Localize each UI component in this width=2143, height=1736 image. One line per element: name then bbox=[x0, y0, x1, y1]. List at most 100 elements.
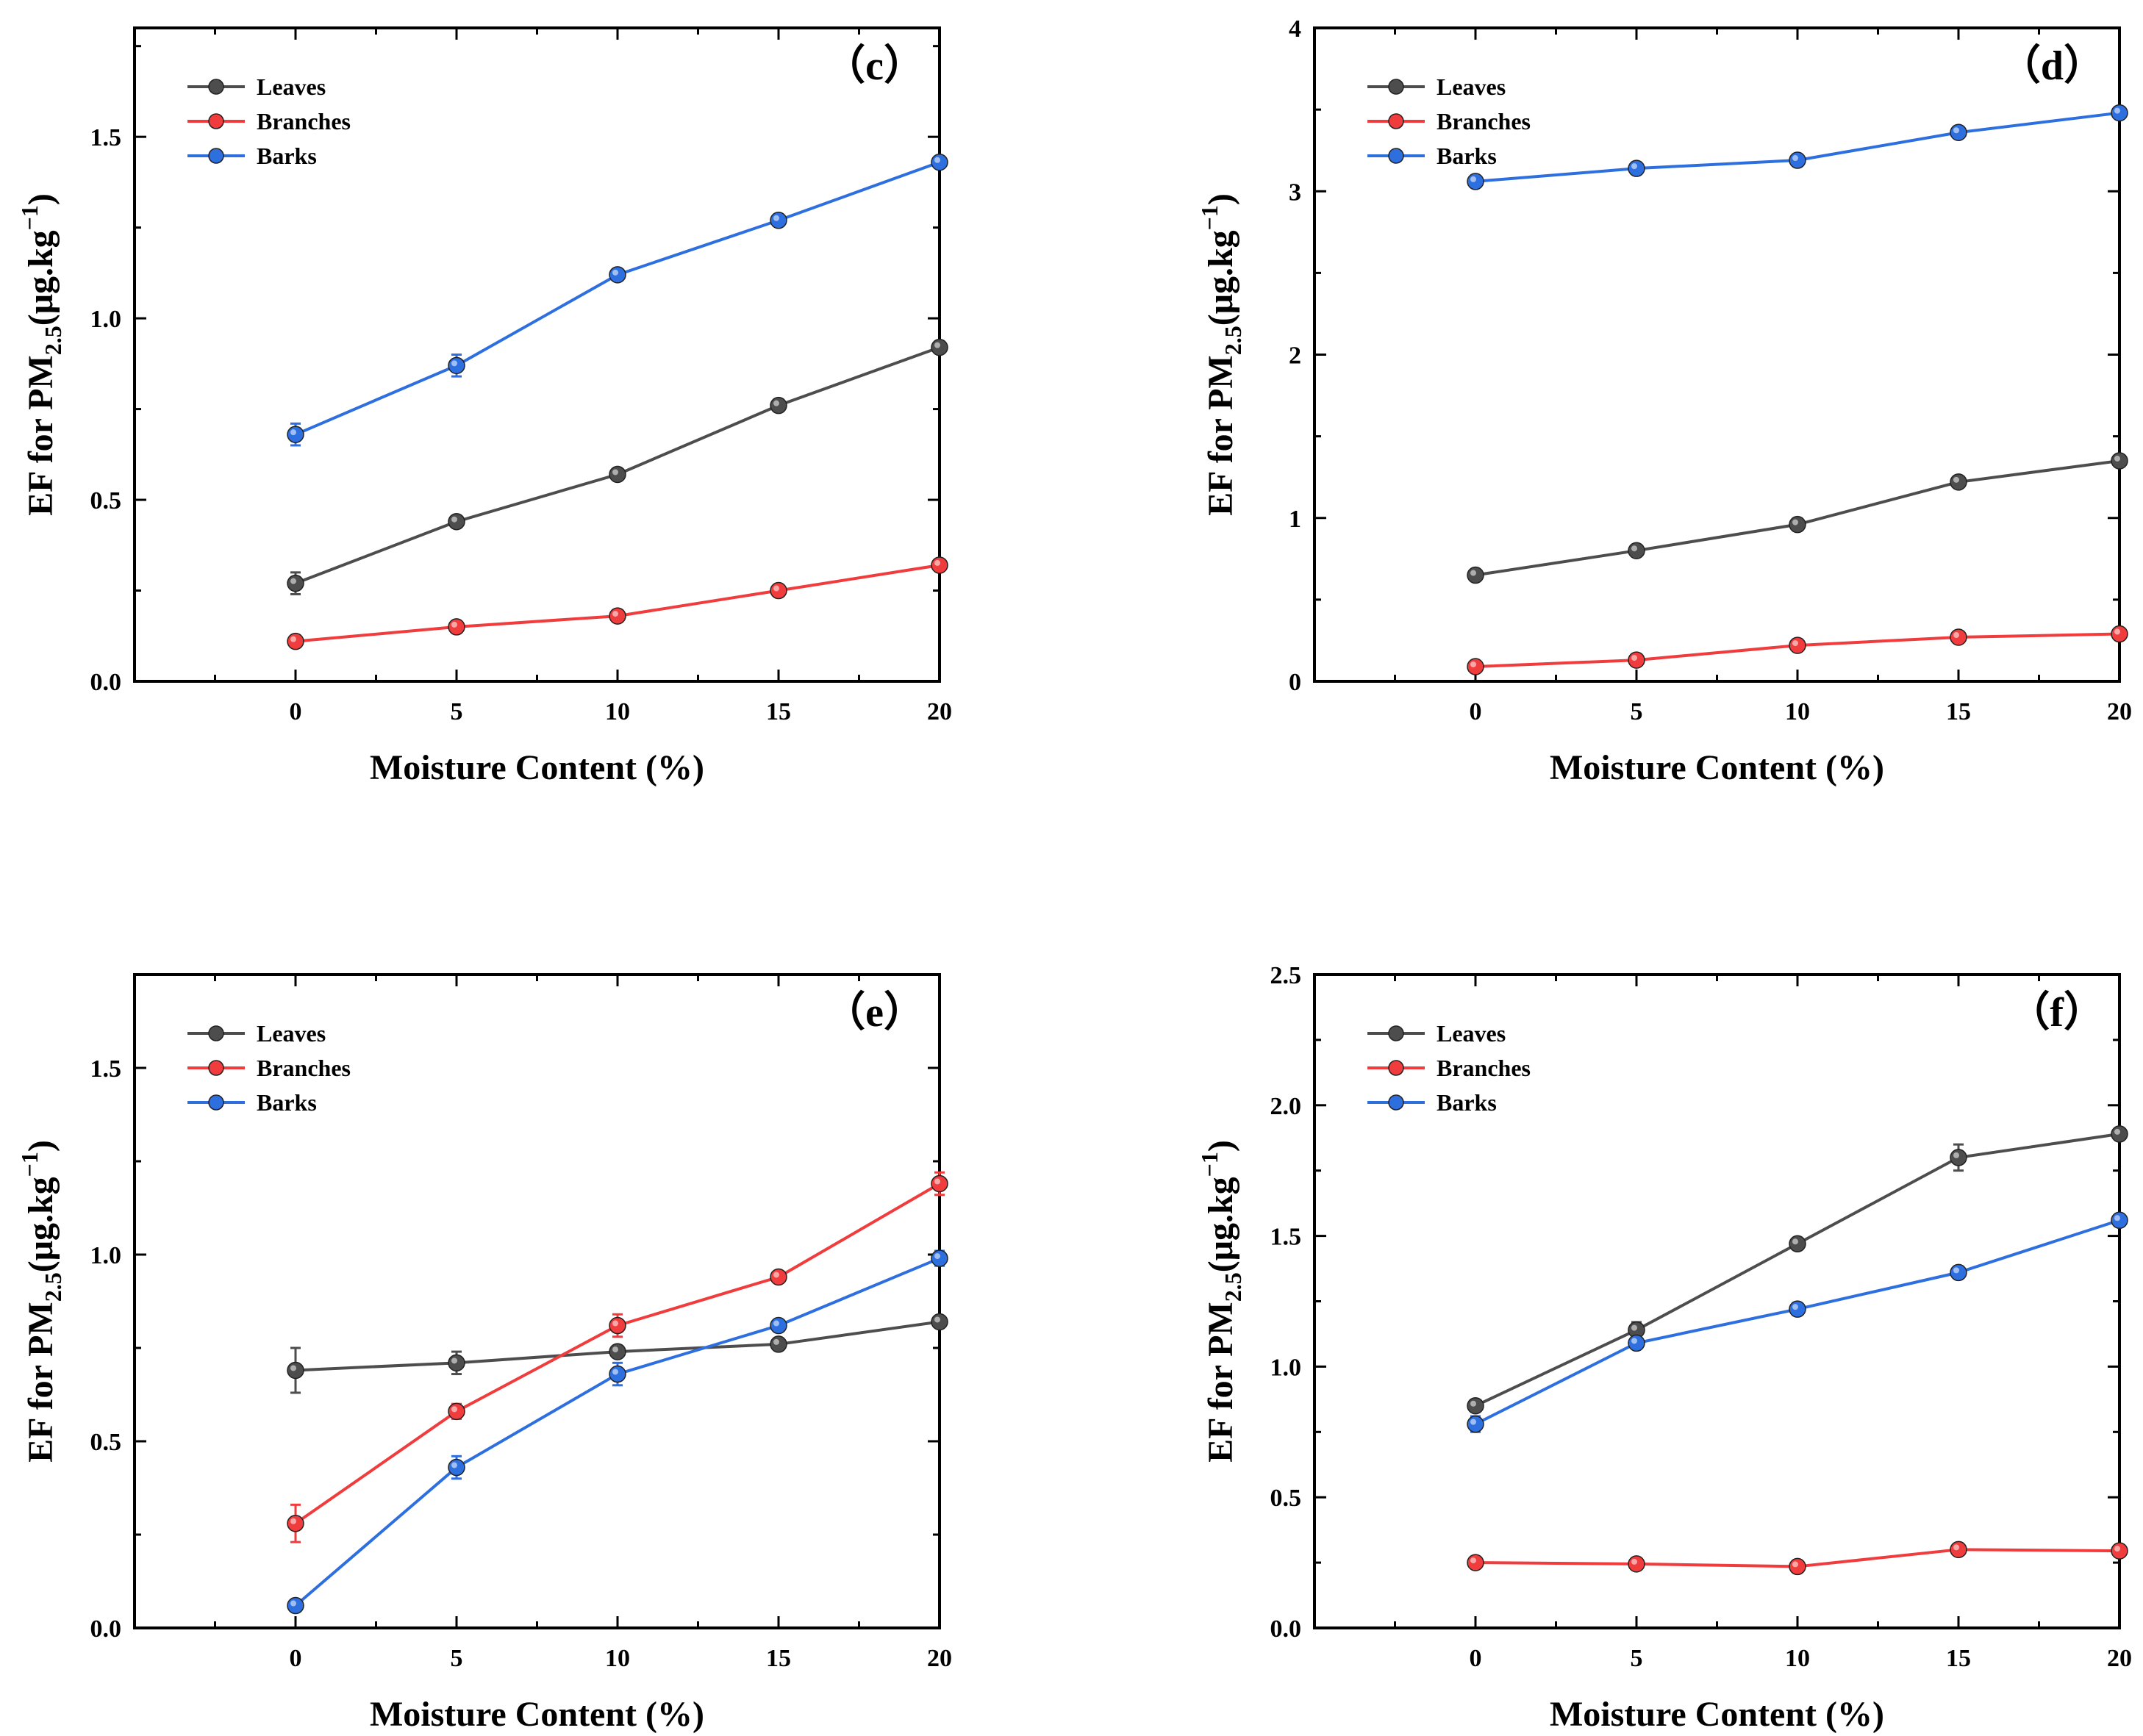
series-leaves bbox=[287, 338, 948, 595]
series-line bbox=[294, 1257, 940, 1607]
series-barks bbox=[1467, 1211, 2128, 1433]
x-tick-label: 15 bbox=[1946, 698, 1971, 725]
data-point bbox=[448, 356, 465, 375]
x-tick-label: 5 bbox=[451, 1645, 463, 1672]
data-point bbox=[931, 1313, 948, 1331]
series-barks bbox=[1467, 104, 2128, 190]
data-point-highlight bbox=[1792, 640, 1798, 647]
data-point-highlight bbox=[612, 1346, 618, 1353]
data-point-highlight bbox=[773, 1338, 779, 1345]
data-point bbox=[770, 1335, 787, 1353]
legend-marker bbox=[1388, 1060, 1404, 1076]
data-point bbox=[609, 465, 626, 484]
series-branches bbox=[287, 1171, 948, 1543]
data-point-highlight bbox=[1953, 1152, 1959, 1158]
y-tick-label: 0.0 bbox=[90, 1615, 122, 1643]
legend-label: Leaves bbox=[1437, 1020, 1506, 1047]
data-point-highlight bbox=[451, 516, 457, 523]
data-point-highlight bbox=[451, 1406, 457, 1413]
data-point bbox=[770, 1316, 787, 1335]
data-point-highlight bbox=[2114, 107, 2120, 114]
data-point-highlight bbox=[1470, 1557, 1476, 1564]
y-tick-label: 0.5 bbox=[1270, 1485, 1302, 1512]
x-tick-label: 10 bbox=[605, 698, 630, 725]
legend: Leaves Branches Barks bbox=[187, 73, 351, 169]
legend-label: Barks bbox=[1437, 143, 1497, 169]
plot-frame bbox=[1313, 973, 2121, 1629]
data-point bbox=[1467, 1396, 1484, 1415]
series-barks bbox=[287, 153, 948, 447]
x-axis-title: Moisture Content (%) bbox=[1550, 748, 1884, 787]
data-point-highlight bbox=[1470, 1418, 1476, 1425]
y-tick-label: 0.0 bbox=[90, 669, 122, 696]
data-point-highlight bbox=[1953, 1267, 1959, 1274]
data-point-highlight bbox=[1470, 661, 1476, 667]
y-axis-title: EF for PM2.5(μg.kg−1) bbox=[16, 1140, 66, 1463]
data-point-highlight bbox=[1631, 1338, 1637, 1344]
data-point bbox=[1789, 1557, 1806, 1576]
data-point-highlight bbox=[934, 342, 940, 348]
panel-label: （c） bbox=[824, 43, 925, 89]
legend-marker bbox=[208, 148, 224, 164]
data-point-highlight bbox=[773, 585, 779, 592]
chart-panel-d: 0 1 2 3 4 0 5 10 15 20 Moisture Content (%) EF for … bbox=[1196, 15, 2132, 787]
data-point bbox=[1628, 1555, 1645, 1573]
data-point bbox=[770, 212, 787, 229]
data-point-highlight bbox=[934, 1316, 940, 1323]
data-point bbox=[2111, 1125, 2128, 1143]
legend-label: Barks bbox=[1437, 1089, 1497, 1116]
data-point-highlight bbox=[934, 1253, 940, 1260]
data-point-highlight bbox=[1631, 163, 1637, 170]
data-point-highlight bbox=[2114, 1546, 2120, 1552]
data-point-highlight bbox=[1470, 176, 1476, 182]
y-axis-title: EF for PM2.5(μg.kg−1) bbox=[1196, 193, 1246, 516]
data-point bbox=[1950, 1149, 1967, 1166]
x-tick-label: 0 bbox=[290, 698, 302, 725]
data-point bbox=[287, 1596, 304, 1615]
y-tick-label: 1.0 bbox=[1270, 1354, 1302, 1381]
series-line bbox=[1475, 111, 2120, 183]
y-tick-label: 0.5 bbox=[90, 487, 122, 514]
data-point bbox=[1467, 1415, 1484, 1433]
data-point-highlight bbox=[1470, 1400, 1476, 1407]
data-point bbox=[448, 1458, 465, 1477]
data-point bbox=[931, 338, 948, 356]
data-point bbox=[1628, 159, 1645, 177]
x-tick-label: 15 bbox=[766, 698, 791, 725]
x-tick-label: 0 bbox=[1470, 698, 1482, 725]
data-point-highlight bbox=[1953, 1544, 1959, 1551]
legend-label: Branches bbox=[1437, 108, 1531, 134]
data-point bbox=[1789, 515, 1806, 534]
data-point bbox=[2111, 625, 2128, 643]
data-point-highlight bbox=[1953, 631, 1959, 638]
x-tick-label: 15 bbox=[766, 1645, 791, 1672]
y-tick-label: 2.5 bbox=[1270, 962, 1302, 989]
data-point-highlight bbox=[773, 1271, 779, 1278]
legend-marker bbox=[1388, 1094, 1404, 1111]
data-point bbox=[1467, 658, 1484, 675]
data-point bbox=[287, 1515, 304, 1532]
y-tick-label: 0.5 bbox=[90, 1429, 122, 1456]
data-point-highlight bbox=[1631, 545, 1637, 552]
chart-panel-c: 0.0 0.5 1.0 1.5 0 5 10 15 20 Moisture Content (%)… bbox=[16, 26, 952, 787]
data-point bbox=[609, 1343, 626, 1360]
data-point-highlight bbox=[612, 269, 618, 276]
data-point bbox=[931, 1249, 948, 1267]
data-point-highlight bbox=[1792, 1304, 1798, 1310]
y-tick-label: 3 bbox=[1289, 179, 1301, 206]
legend-marker bbox=[1388, 113, 1404, 129]
series-line bbox=[295, 563, 940, 643]
data-point-highlight bbox=[290, 1518, 296, 1524]
x-tick-label: 5 bbox=[1631, 1645, 1643, 1672]
y-tick-label: 0.0 bbox=[1270, 1615, 1302, 1643]
legend: Leaves Branches Barks bbox=[187, 1020, 351, 1116]
legend-label: Branches bbox=[1437, 1055, 1531, 1081]
data-point bbox=[931, 556, 948, 574]
data-point bbox=[2111, 104, 2128, 122]
data-point bbox=[287, 574, 304, 592]
data-point bbox=[2111, 1211, 2128, 1230]
series-branches bbox=[287, 556, 948, 650]
data-point bbox=[1950, 123, 1967, 141]
y-tick-label: 4 bbox=[1289, 15, 1301, 43]
